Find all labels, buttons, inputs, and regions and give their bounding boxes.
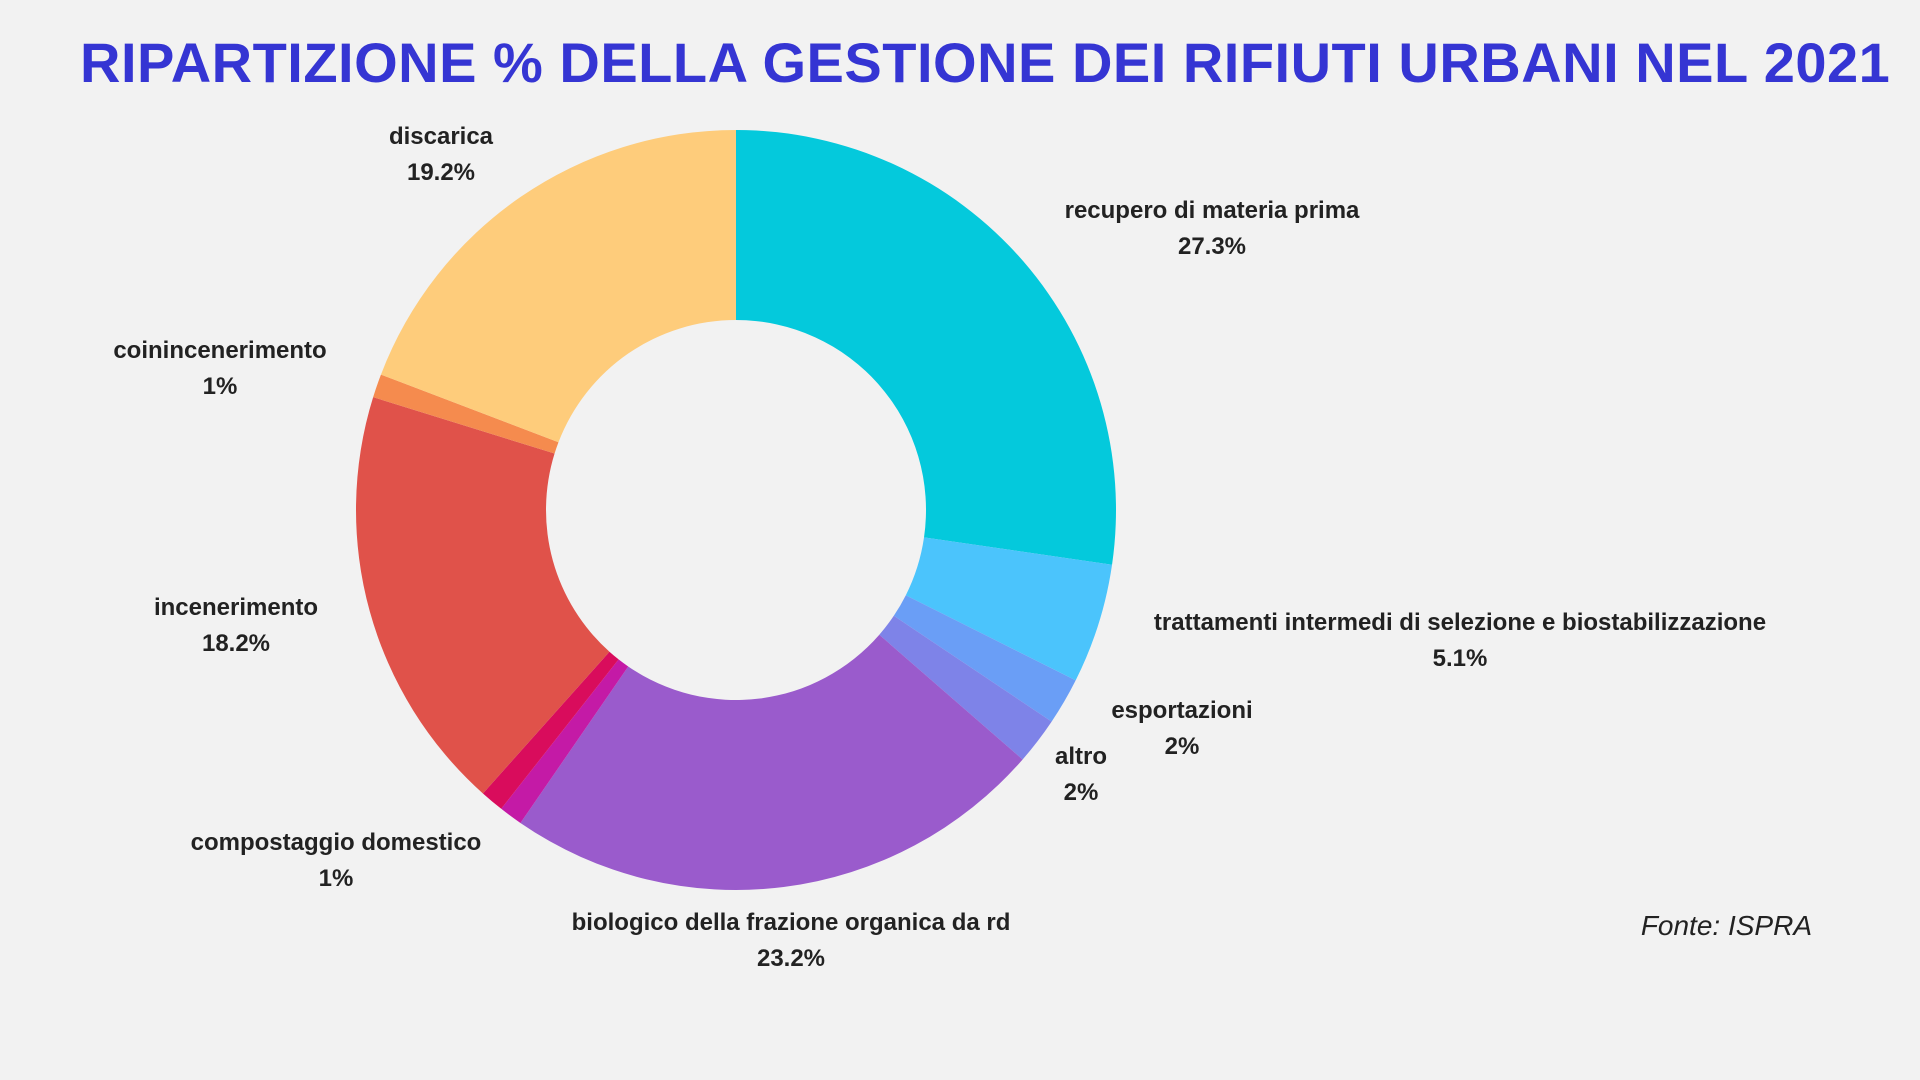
slice-value-label: 19.2% bbox=[407, 159, 475, 186]
donut-slice bbox=[355, 397, 610, 794]
donut-slice bbox=[380, 130, 736, 443]
slice-label: trattamenti intermedi di selezione e bio… bbox=[1154, 609, 1766, 636]
source-note: Fonte: ISPRA bbox=[1640, 910, 1812, 941]
donut-slice bbox=[501, 659, 629, 823]
slice-label: recupero di materia prima bbox=[1065, 197, 1360, 224]
slice-value-label: 5.1% bbox=[1433, 645, 1488, 672]
slice-label: incenerimento bbox=[154, 594, 318, 621]
slice-label: altro bbox=[1055, 743, 1107, 770]
slice-value-label: 27.3% bbox=[1178, 233, 1246, 260]
slice-label: esportazioni bbox=[1111, 697, 1252, 724]
donut-slice bbox=[482, 651, 619, 809]
donut-slice bbox=[879, 615, 1052, 760]
donut-slice bbox=[905, 537, 1113, 681]
slice-value-label: 2% bbox=[1064, 779, 1099, 806]
donut-slice bbox=[736, 130, 1116, 565]
slice-value-label: 23.2% bbox=[757, 945, 825, 972]
slice-value-label: 18.2% bbox=[202, 630, 270, 657]
donut-slice bbox=[893, 595, 1076, 722]
slice-label: biologico della frazione organica da rd bbox=[572, 909, 1011, 936]
slice-value-label: 2% bbox=[1165, 733, 1200, 760]
slice-label: coinincenerimento bbox=[113, 337, 326, 364]
donut-slice bbox=[520, 634, 1023, 891]
slice-value-label: 1% bbox=[319, 865, 354, 892]
slice-label: compostaggio domestico bbox=[191, 829, 482, 856]
slice-label: discarica bbox=[389, 123, 494, 150]
chart-title: RIPARTIZIONE % DELLA GESTIONE DEI RIFIUT… bbox=[80, 31, 1891, 94]
slice-value-label: 1% bbox=[203, 373, 238, 400]
donut-slice bbox=[373, 374, 559, 454]
